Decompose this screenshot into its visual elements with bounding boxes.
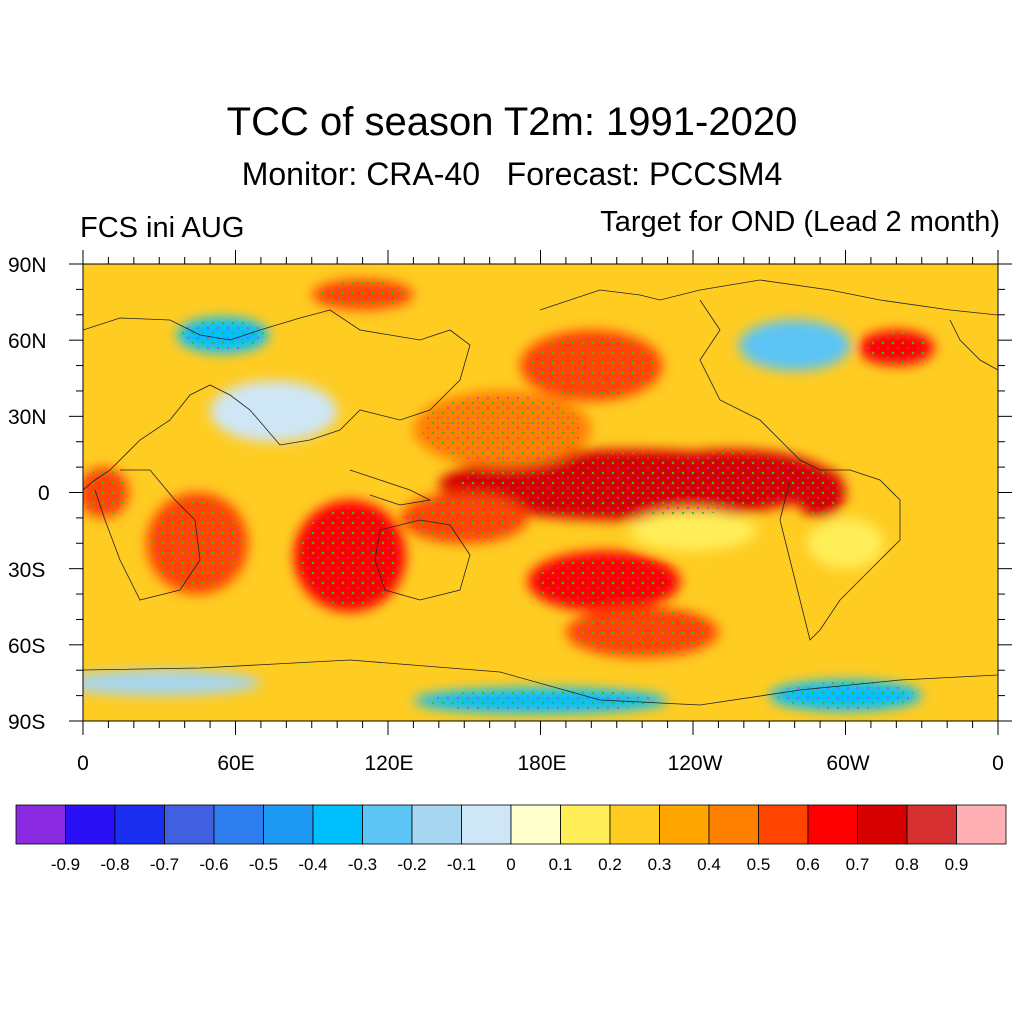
- colorbar-box-2: [114, 804, 165, 845]
- colorbar-label-6: -0.3: [348, 855, 377, 874]
- colorbar-label-0: -0.9: [51, 855, 80, 874]
- colorbar-box-12: [609, 804, 660, 845]
- anomaly-region-20: [629, 510, 757, 551]
- stipple-region-8: [527, 333, 656, 398]
- colorbar-box-8: [411, 804, 462, 845]
- colorbar-label-15: 0.6: [796, 855, 820, 874]
- colorbar-box-6: [312, 804, 363, 845]
- colorbar-box-11: [560, 804, 611, 845]
- colorbar-label-17: 0.8: [895, 855, 919, 874]
- colorbar-label-7: -0.2: [397, 855, 426, 874]
- colorbar-labels: -0.9 -0.8 -0.7 -0.6 -0.5 -0.4 -0.3 -0.2 -0.1 0 0.1…: [51, 855, 968, 874]
- stipple-region-7: [573, 609, 711, 655]
- stipple-region-11: [151, 497, 244, 589]
- plot-title: TCC of season T2m: 1991-2020: [226, 100, 798, 144]
- init-label: FCS ini AUG: [80, 212, 245, 244]
- colorbar-label-11: 0.2: [598, 855, 622, 874]
- colorbar-label-18: 0.9: [945, 855, 969, 874]
- coastlines: [83, 279, 998, 706]
- anomaly-region-16: [210, 380, 338, 442]
- lat-label-30s: 30S: [8, 559, 46, 582]
- lon-label-180e: 180E: [517, 752, 567, 775]
- stipple-region-3: [797, 469, 843, 516]
- anomaly-region-15: [738, 319, 851, 371]
- colorbar-box-5: [263, 804, 314, 845]
- lat-label-0: 0: [38, 482, 50, 505]
- stipple-region-17: [426, 689, 655, 713]
- colorbar-box-16: [807, 804, 858, 845]
- lat-label-60n: 60N: [8, 330, 47, 353]
- colorbar-label-13: 0.4: [697, 855, 721, 874]
- stipple-region-2: [639, 452, 823, 508]
- colorbar-box-1: [65, 804, 116, 845]
- lat-label-90n: 90N: [8, 254, 47, 277]
- lon-label-0-east: 0: [992, 752, 1004, 775]
- stipple-region-13: [316, 280, 409, 309]
- colorbar-box-10: [510, 804, 561, 845]
- colorbar-boxes: [15, 804, 1007, 845]
- anomaly-region-21: [807, 517, 884, 569]
- target-label: Target for OND (Lead 2 month): [600, 206, 1000, 238]
- colorbar-label-3: -0.6: [199, 855, 228, 874]
- colorbar-box-19: [956, 804, 1007, 845]
- colorbar-label-9: 0: [506, 855, 515, 874]
- colorbar-box-9: [461, 804, 512, 845]
- colorbar-box-4: [213, 804, 264, 845]
- plot-subtitle: Monitor: CRA-40 Forecast: PCCSM4: [241, 156, 783, 192]
- colorbar-label-14: 0.5: [747, 855, 771, 874]
- stipple-region-10: [422, 394, 583, 464]
- colorbar-box-13: [659, 804, 710, 845]
- colorbar-label-4: -0.5: [249, 855, 278, 874]
- colorbar-label-8: -0.1: [447, 855, 476, 874]
- colorbar-label-16: 0.7: [846, 855, 870, 874]
- colorbar-box-3: [164, 804, 215, 845]
- colorbar-label-1: -0.8: [100, 855, 129, 874]
- stipple-region-6: [535, 553, 673, 609]
- lat-label-90s: 90S: [8, 711, 46, 734]
- significance-stippling: [83, 280, 931, 713]
- colorbar-box-17: [857, 804, 908, 845]
- stipple-region-14: [181, 319, 264, 352]
- lon-label-120w: 120W: [667, 752, 723, 775]
- lon-label-120e: 120E: [364, 752, 414, 775]
- colorbar-box-7: [362, 804, 413, 845]
- colorbar-label-5: -0.4: [298, 855, 327, 874]
- colorbar-label-12: 0.3: [648, 855, 672, 874]
- colorbar-label-10: 0.1: [549, 855, 573, 874]
- stipple-region-4: [299, 505, 401, 607]
- lon-label-60e: 60E: [217, 752, 255, 775]
- colorbar-box-15: [758, 804, 809, 845]
- colorbar-box-14: [708, 804, 759, 845]
- lat-label-30n: 30N: [8, 406, 47, 429]
- stipple-region-5: [407, 495, 522, 541]
- lon-label-60w: 60W: [826, 752, 870, 775]
- colorbar-box-0: [15, 804, 66, 845]
- colorbar-label-2: -0.7: [150, 855, 179, 874]
- lon-label-0: 0: [77, 752, 89, 775]
- lat-label-60s: 60S: [8, 635, 46, 658]
- axis-ticks: [69, 250, 1012, 735]
- stipple-region-9: [862, 331, 931, 364]
- colorbar-box-18: [906, 804, 957, 845]
- anomaly-region-19: [83, 670, 261, 696]
